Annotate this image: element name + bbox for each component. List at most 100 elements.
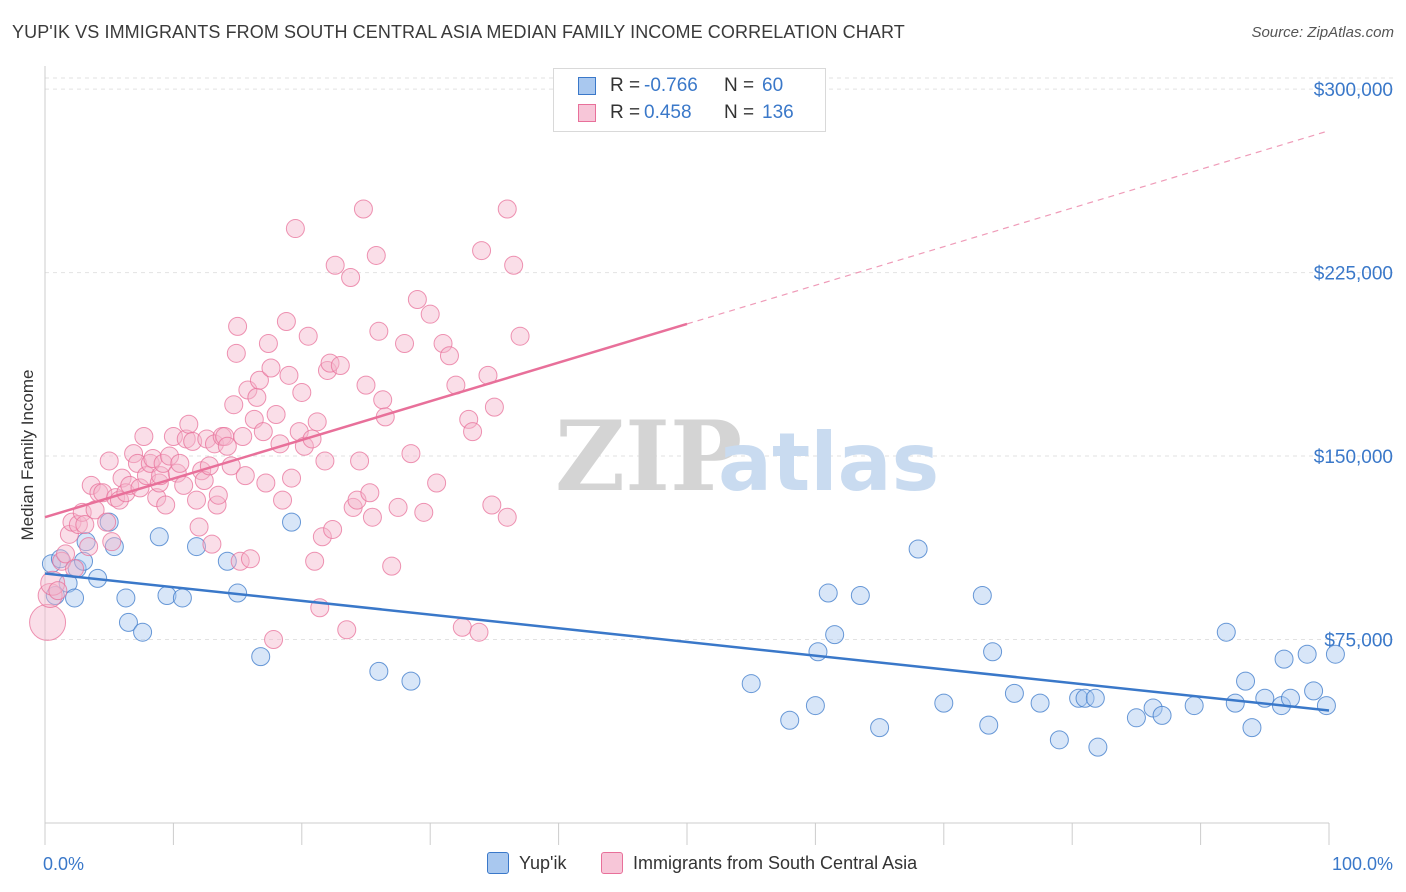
immigrants-point: [362, 507, 382, 527]
series-swatch-blue: [487, 852, 509, 874]
watermark-atlas: atlas: [718, 416, 939, 509]
yupik-point: [870, 718, 890, 738]
immigrants-point: [373, 390, 393, 410]
r-label: R =: [610, 102, 641, 123]
immigrants-point: [99, 451, 119, 471]
immigrants-point: [183, 431, 203, 451]
yupik-point: [1126, 708, 1146, 728]
immigrants-point: [341, 267, 361, 287]
series-swatch-pink: [601, 852, 623, 874]
immigrants-point: [510, 326, 530, 346]
immigrants-point: [247, 387, 267, 407]
immigrants-point: [401, 444, 421, 464]
yupik-point: [1075, 688, 1095, 708]
immigrants-point: [388, 497, 408, 517]
yupik-point: [818, 583, 838, 603]
yupik-point: [1316, 696, 1336, 716]
immigrants-point: [233, 426, 253, 446]
yupik-point: [133, 622, 153, 642]
yupik-point: [251, 647, 271, 667]
yupik-point: [1304, 681, 1324, 701]
immigrants-point: [307, 412, 327, 432]
immigrants-point: [366, 245, 386, 265]
immigrants-point: [79, 537, 99, 557]
immigrants-point: [29, 603, 67, 641]
n-label: N =: [724, 102, 755, 123]
immigrants-point: [124, 444, 144, 464]
immigrants-point: [208, 485, 228, 505]
y-tick-label: $300,000: [1314, 80, 1393, 101]
immigrants-point: [360, 483, 380, 503]
immigrants-point: [143, 449, 163, 469]
immigrants-point: [469, 622, 489, 642]
immigrants-point: [134, 426, 154, 446]
immigrants-point: [68, 515, 88, 535]
y-tick-label: $75,000: [1324, 631, 1393, 652]
immigrants-point: [356, 375, 376, 395]
yupik-point: [825, 625, 845, 645]
y-axis-label: Median Family Income: [18, 369, 37, 540]
immigrants-point: [482, 495, 502, 515]
r-label: R =: [610, 75, 641, 96]
yupik-point: [172, 588, 192, 608]
x-tick-label: 100.0%: [1332, 854, 1393, 874]
immigrants-point: [369, 321, 389, 341]
immigrants-point: [112, 468, 132, 488]
yupik-point: [1225, 693, 1245, 713]
immigrants-point: [459, 409, 479, 429]
yupik-point: [1325, 644, 1345, 664]
yupik-point: [65, 588, 85, 608]
yupik-point: [1049, 730, 1069, 750]
yupik-point: [741, 674, 761, 694]
yupik-point: [116, 588, 136, 608]
immigrants-point: [395, 334, 415, 354]
yupik-point: [282, 512, 302, 532]
yupik-point: [1030, 693, 1050, 713]
yupik-point: [979, 715, 999, 735]
stats-legend: R = -0.766 N = 60 R = 0.458 N = 136: [553, 68, 826, 132]
immigrants-point: [420, 304, 440, 324]
immigrants-point: [153, 453, 173, 473]
immigrants-point: [279, 365, 299, 385]
yupik-point: [1152, 705, 1172, 725]
immigrants-point: [273, 490, 293, 510]
immigrants-point: [315, 451, 335, 471]
immigrants-point: [97, 512, 117, 532]
immigrants-point: [217, 436, 237, 456]
yupik-point: [104, 537, 124, 557]
n-label: N =: [724, 75, 755, 96]
immigrants-point: [174, 475, 194, 495]
yupik-point: [149, 527, 169, 547]
immigrants-point: [312, 527, 332, 547]
immigrants-point: [256, 473, 276, 493]
yupik-point: [805, 696, 825, 716]
immigrants-trendline: [44, 322, 688, 519]
yupik-point: [934, 693, 954, 713]
yupik-point: [850, 585, 870, 605]
yupik-point: [187, 537, 207, 557]
immigrants-point: [285, 219, 305, 239]
immigrants-point: [350, 451, 370, 471]
immigrants-point: [48, 581, 68, 601]
immigrants-point: [298, 326, 318, 346]
series-label-yupik: Yup'ik: [519, 852, 567, 873]
immigrants-point: [497, 199, 517, 219]
immigrants-point: [353, 199, 373, 219]
immigrants-point: [224, 395, 244, 415]
watermark-zip: ZIP: [555, 400, 742, 513]
immigrants-point: [427, 473, 447, 493]
y-tick-label: $150,000: [1314, 447, 1393, 468]
legend-swatch-pink: [578, 104, 596, 122]
immigrants-point: [102, 532, 122, 552]
series-legend-immigrants: Immigrants from South Central Asia: [601, 852, 917, 874]
immigrants-point: [160, 446, 180, 466]
series-legend: Yup'ik Immigrants from South Central Asi…: [0, 852, 1406, 878]
immigrants-point: [504, 255, 524, 275]
immigrants-point: [266, 404, 286, 424]
immigrants-point: [439, 346, 459, 366]
immigrants-point: [433, 334, 453, 354]
yupik-point: [1069, 688, 1089, 708]
immigrants-point: [497, 507, 517, 527]
n-value: 136: [762, 102, 794, 123]
immigrants-point: [189, 517, 209, 537]
